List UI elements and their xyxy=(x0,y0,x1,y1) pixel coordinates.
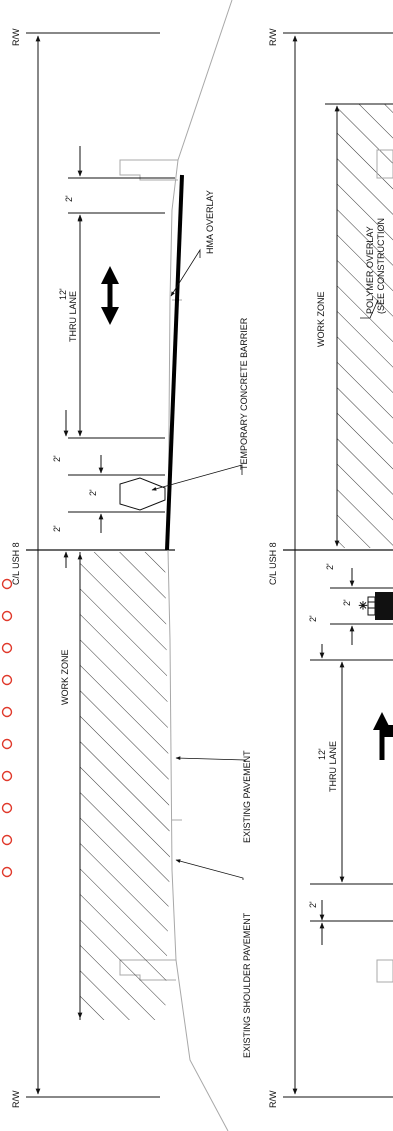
rw-label-top: R/W xyxy=(11,28,21,46)
work-zone-hatch-right xyxy=(337,104,393,548)
rw-label-bottom: R/W xyxy=(11,1090,21,1108)
dim-barrier-label: 2' xyxy=(88,489,98,496)
hma-overlay-line xyxy=(165,174,184,551)
lane-arrow-shaft-right xyxy=(382,725,393,737)
work-zone-label-right: WORK ZONE xyxy=(316,292,326,348)
lane-arrow-head-up xyxy=(101,266,119,284)
hma-overlay-callout: HMA OVERLAY xyxy=(205,190,215,254)
dim-offset-2-label: 2' xyxy=(52,525,62,532)
dim-thru-lane-width: 12' xyxy=(58,288,68,300)
existing-shoulder-callout: EXISTING SHOULDER PAVEMENT xyxy=(242,912,252,1058)
dim-offset-1-label-right: 2' xyxy=(325,563,335,570)
dim-shoulder-top-label: 2' xyxy=(64,195,74,202)
work-zone-hatch xyxy=(80,552,170,1020)
existing-pavement-box-bottom xyxy=(376,959,393,983)
dim-shoulder-bottom-label-right: 2' xyxy=(308,901,318,908)
centerline-label: C/L USH 8 xyxy=(11,542,21,585)
dim-offset-1-label: 2' xyxy=(52,455,62,462)
left-section: R/W R/W C/L USH 8 2' 12' THRU LANE xyxy=(1,0,252,1131)
rw-label-bottom-right: R/W xyxy=(268,1090,278,1108)
right-section: R/W R/W C/L USH 8 WORK ZONE POLYMER OVER… xyxy=(268,28,393,1108)
dim-offset-2-label-right: 2' xyxy=(308,615,318,622)
work-zone-label: WORK ZONE xyxy=(60,650,70,706)
existing-pavement-box-top xyxy=(376,149,393,179)
polymer-overlay-leader xyxy=(360,299,379,319)
barrier-with-light: ✳ xyxy=(358,592,393,620)
temp-barrier-callout: TEMPORARY CONCRETE BARRIER xyxy=(239,317,249,470)
warning-light-icon: ✳ xyxy=(358,601,370,610)
temp-concrete-barrier xyxy=(119,477,166,511)
hma-overlay-leader xyxy=(170,248,201,297)
polymer-overlay-callout: POLYMER OVERLAY xyxy=(365,226,375,314)
centerline-label-right: C/L USH 8 xyxy=(268,542,278,585)
existing-pavement-callout: EXISTING PAVEMENT xyxy=(242,750,252,843)
existing-pavement-outline xyxy=(167,0,233,1131)
dim-barrier-label-right: 2' xyxy=(342,599,352,606)
see-construction-callout: (SEE CONSTRUCTION xyxy=(376,218,386,314)
temp-barrier-leader xyxy=(151,464,243,491)
existing-pavement-leader xyxy=(175,756,246,762)
existing-pavement-edge xyxy=(119,159,178,181)
lane-arrow-head-down xyxy=(101,307,119,325)
existing-shoulder-leader xyxy=(175,859,244,880)
thru-lane-label-right: THRU LANE xyxy=(328,741,338,792)
dim-thru-lane-width-right: 12' xyxy=(317,748,327,760)
rw-label-top-right: R/W xyxy=(268,28,278,46)
stage-markers xyxy=(1,578,13,878)
thru-lane-label: THRU LANE xyxy=(68,291,78,342)
